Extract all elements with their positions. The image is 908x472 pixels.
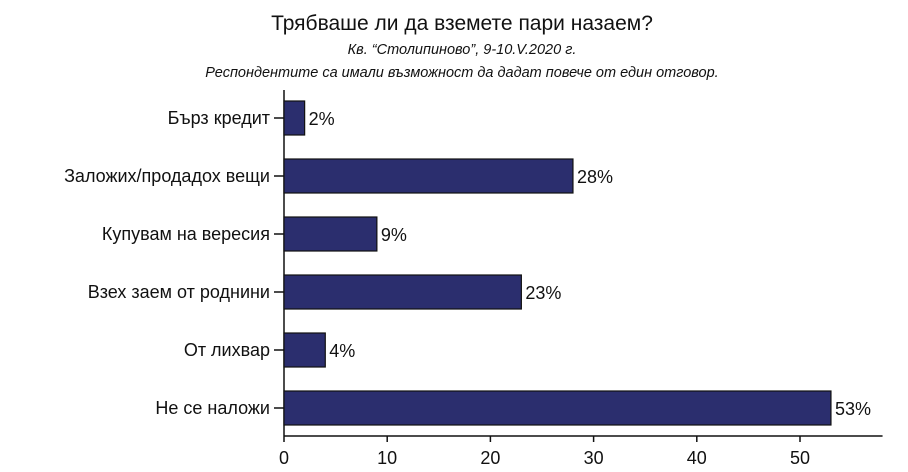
bar <box>283 332 326 368</box>
chart-subtitle-2: Респондентите са имали възможност да дад… <box>205 65 718 81</box>
x-tick-label: 30 <box>584 448 604 468</box>
data-label: 53% <box>835 399 871 419</box>
category-label: Бърз кредит <box>168 108 270 128</box>
category-label: Не се наложи <box>155 398 270 418</box>
data-label: 9% <box>381 225 407 245</box>
category-label: Заложих/продадох вещи <box>64 166 270 186</box>
x-tick-label: 0 <box>279 448 289 468</box>
category-label: Взех заем от роднини <box>88 282 270 302</box>
x-tick-label: 50 <box>790 448 810 468</box>
bar <box>283 216 378 252</box>
chart-subtitle-1: Кв. “Столипиново”, 9-10.V.2020 г. <box>348 42 577 58</box>
chart-title: Трябваше ли да вземете пари назаем? <box>271 12 653 35</box>
bar <box>283 158 574 194</box>
data-label: 2% <box>309 109 335 129</box>
bar <box>283 100 306 136</box>
data-label: 28% <box>577 167 613 187</box>
category-label: От лихвар <box>184 340 270 360</box>
plot-area: 0 10 20 30 40 50 Бърз кредит 2% Заложих/продадох… <box>64 90 883 468</box>
bar <box>283 274 522 310</box>
x-tick-label: 20 <box>480 448 500 468</box>
data-label: 4% <box>329 341 355 361</box>
category-label: Купувам на вересия <box>102 224 270 244</box>
data-label: 23% <box>525 283 561 303</box>
x-tick-label: 10 <box>377 448 397 468</box>
x-tick-label: 40 <box>687 448 707 468</box>
bar <box>283 390 832 426</box>
